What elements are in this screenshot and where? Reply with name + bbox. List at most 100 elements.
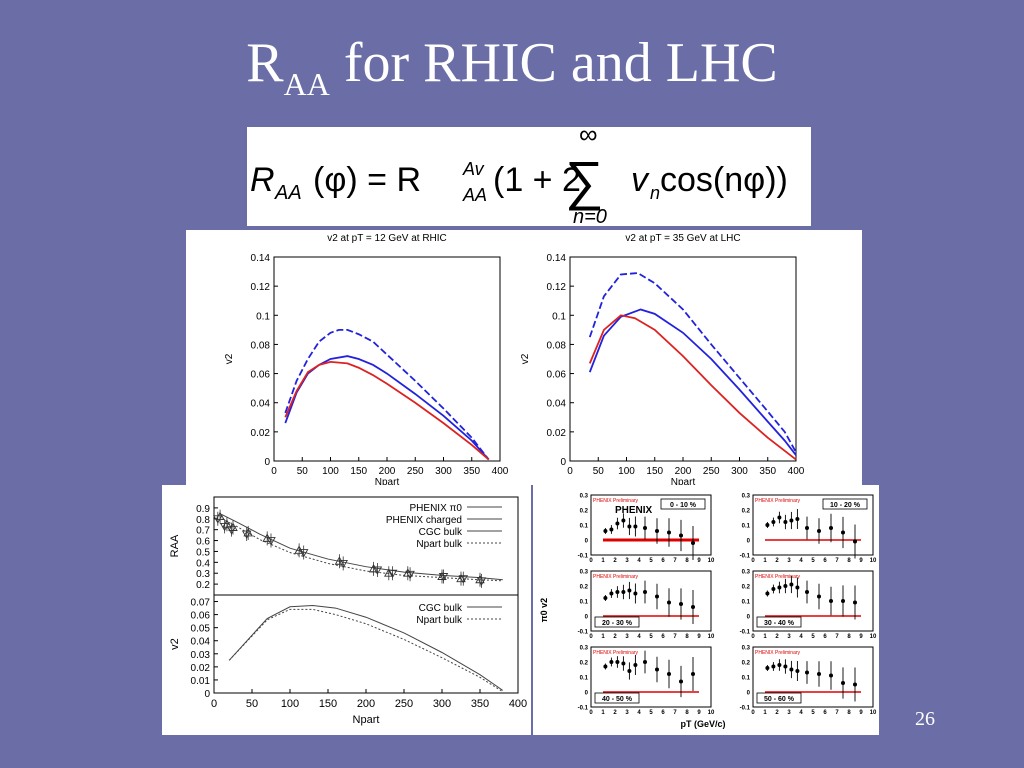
v2-y-tick-label: 0.01 xyxy=(191,676,211,687)
x-tick-label: 250 xyxy=(407,466,424,477)
data-point xyxy=(633,591,638,596)
charged-marker xyxy=(213,515,223,524)
y-tick-label: 0.08 xyxy=(251,340,271,351)
data-point xyxy=(853,682,857,687)
y-axis-label: π0 v2 xyxy=(539,598,549,622)
x-tick-label: 8 xyxy=(685,710,689,716)
v2-y-tick-label: 0.03 xyxy=(191,650,211,661)
y-tick-label: 0 xyxy=(747,539,751,545)
preliminary-label: PHENIX Preliminary xyxy=(755,498,801,504)
y-tick-label: 0.2 xyxy=(742,585,751,591)
x-tick-label: 350 xyxy=(759,466,776,477)
raa-v2-svg: 0.90.80.70.60.50.40.30.2 0.07 0.06 0.05 0.04… xyxy=(169,496,527,726)
charged-marker xyxy=(219,522,230,532)
x-tick-label: 0 xyxy=(567,466,573,477)
data-point xyxy=(603,529,608,533)
data-point xyxy=(771,664,776,669)
x-tick-label: 50 xyxy=(246,698,258,710)
centrality-label: 0 - 10 % xyxy=(670,502,697,509)
preliminary-label: PHENIX Preliminary xyxy=(593,574,639,580)
x-tick-label: 350 xyxy=(463,466,480,477)
x-tick-label: 10 xyxy=(870,634,877,640)
x-tick-label: 400 xyxy=(788,466,805,477)
x-tick-label: 4 xyxy=(799,710,803,716)
data-point xyxy=(771,587,776,591)
x-tick-label: 8 xyxy=(685,634,689,640)
v2-y-tick-label: 0 xyxy=(204,689,210,700)
pi0-marker xyxy=(437,571,447,580)
x-tick-label: 8 xyxy=(685,558,689,564)
charged-marker xyxy=(298,549,309,558)
x-tick-label: 5 xyxy=(649,634,653,640)
x-tick-label: 6 xyxy=(661,634,665,640)
v2-cgc-bulk-line xyxy=(228,604,504,691)
v2-y-tick-label: 0.07 xyxy=(191,598,211,609)
data-point xyxy=(795,669,800,673)
centrality-label: 10 - 20 % xyxy=(830,502,861,509)
formula-term: v xyxy=(631,161,650,199)
x-tick-label: 2 xyxy=(613,634,617,640)
x-tick-label: 300 xyxy=(435,466,452,477)
data-point xyxy=(795,585,800,590)
centrality-label-box xyxy=(660,498,706,510)
top-charts-svg: v2 at pT = 12 GeV at RHIC 0 0.02 0.04 0.06 0.… xyxy=(224,233,805,488)
formula-term-sub: n xyxy=(650,183,660,203)
raa-y-tick-label: 0.7 xyxy=(196,526,210,537)
x-tick-label: 4 xyxy=(799,634,803,640)
data-point xyxy=(643,526,647,530)
y-tick-label: 0.08 xyxy=(547,340,567,351)
x-tick-label: 200 xyxy=(379,466,396,477)
chart-title: v2 at pT = 12 GeV at RHIC xyxy=(327,233,447,244)
y-tick-label: 0.3 xyxy=(742,646,751,652)
centrality-label-box xyxy=(756,616,802,628)
centrality-label: 30 - 40 % xyxy=(764,620,795,627)
data-point xyxy=(615,660,620,664)
raa-y-tick-label: 0.4 xyxy=(196,558,210,569)
y-axis-label: v2 xyxy=(224,353,235,364)
y-tick-label: 0.02 xyxy=(547,428,567,439)
centrality-label: 20 - 30 % xyxy=(602,620,633,627)
y-tick-label: -0.1 xyxy=(578,630,589,636)
x-tick-label: 6 xyxy=(661,558,665,564)
x-tick-label: 2 xyxy=(613,710,617,716)
x-tick-label: 9 xyxy=(697,558,701,564)
charged-marker xyxy=(387,569,398,579)
title-main: R xyxy=(246,32,284,94)
preliminary-label: PHENIX Preliminary xyxy=(593,650,639,656)
x-tick-label: 250 xyxy=(703,466,720,477)
x-tick-label: 8 xyxy=(847,710,851,716)
data-point xyxy=(603,664,608,669)
formula-svg: R AA (φ) = R Av AA (1 + 2 ∞ ∑ n=0 v n co… xyxy=(250,127,788,226)
centrality-label: 50 - 60 % xyxy=(764,696,795,703)
x-tick-label: 0 xyxy=(589,710,593,716)
x-tick-label: 5 xyxy=(811,558,815,564)
x-tick-label: 5 xyxy=(649,710,653,716)
pi0-marker xyxy=(384,568,394,577)
pi0-marker xyxy=(368,563,379,573)
plot-frame xyxy=(569,256,797,462)
preliminary-label: PHENIX Preliminary xyxy=(755,650,801,656)
formula-rhs-sup: Av xyxy=(462,159,485,179)
v2-y-tick-label: 0.04 xyxy=(191,637,211,648)
charged-marker xyxy=(372,566,383,575)
panel-frame xyxy=(752,570,874,632)
y-tick-label: -0.1 xyxy=(578,706,589,712)
centrality-label: 40 - 50 % xyxy=(602,696,633,703)
x-tick-label: 1 xyxy=(601,710,605,716)
x-tick-label: 4 xyxy=(637,634,641,640)
data-point xyxy=(805,526,809,530)
x-tick-label: 2 xyxy=(775,558,779,564)
x-tick-label: 100 xyxy=(322,466,339,477)
y-tick-label: -0.1 xyxy=(740,554,751,560)
series-line-solid-blue xyxy=(588,308,797,456)
data-point xyxy=(841,599,845,603)
y-tick-label: 0.1 xyxy=(552,311,566,322)
series-line-solid-blue xyxy=(284,355,490,461)
data-point xyxy=(679,533,683,538)
x-tick-label: 0 xyxy=(751,634,755,640)
y-tick-label: -0.1 xyxy=(740,630,751,636)
x-tick-label: 3 xyxy=(625,710,629,716)
data-point xyxy=(609,591,614,596)
